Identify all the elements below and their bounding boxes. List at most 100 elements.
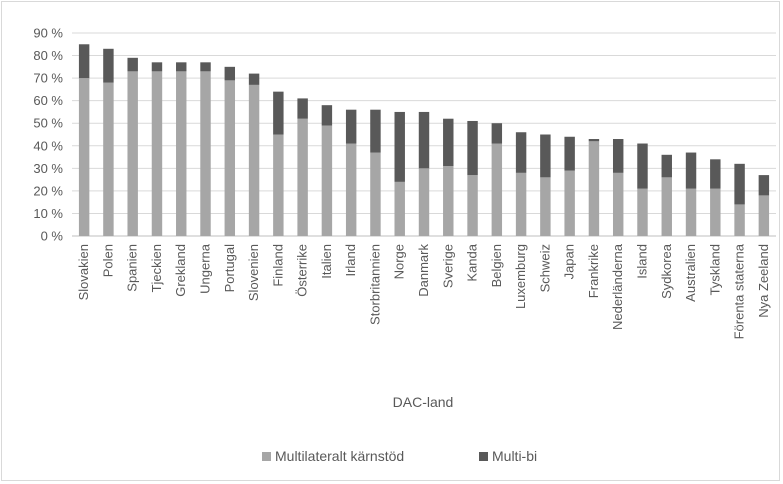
x-tick-label: Storbritannien (367, 244, 382, 325)
x-axis-labels: Slovakien Polen Spanien Tjeckien Grekland Ung… (76, 243, 771, 339)
x-tick-label: Slovakien (76, 244, 91, 300)
bar-segment-multilateralt (248, 84, 260, 236)
y-tick-label: 0 % (41, 229, 64, 244)
bar-segment-multilateralt (564, 170, 575, 236)
bar-segment-multilateralt (758, 195, 770, 236)
bar-segment-multilateralt (734, 204, 745, 236)
bar-segment-multi-bi (588, 139, 600, 142)
bar-segment-multilateralt (78, 78, 90, 236)
bar-segment-multilateralt (273, 134, 284, 236)
x-tick-label: Norge (392, 244, 407, 279)
x-tick-label: Nya Zeeland (756, 244, 771, 318)
y-axis-ticks: 0 % 10 % 20 % 30 % 40 % 50 % 60 % 70 % 80 % 90 % (33, 26, 63, 244)
x-tick-label: Polen (100, 244, 115, 277)
y-tick-label: 70 % (33, 71, 63, 86)
bar-segment-multi-bi (78, 44, 90, 79)
bar-segment-multi-bi (710, 159, 721, 189)
bar-segment-multi-bi (345, 109, 357, 144)
bar-segment-multi-bi (151, 62, 163, 72)
bar-segment-multilateralt (103, 82, 114, 236)
x-tick-label: Luxemburg (513, 244, 528, 309)
bar-segment-multilateralt (710, 188, 721, 236)
bar-segment-multi-bi (661, 154, 672, 178)
bar-segment-multi-bi (758, 175, 770, 196)
bar-segment-multilateralt (637, 188, 648, 236)
bar-segment-multilateralt (467, 175, 478, 236)
bar-segment-multilateralt (685, 188, 697, 236)
x-tick-label: Förenta staterna (732, 243, 747, 339)
y-tick-label: 10 % (33, 206, 63, 221)
bar-segment-multi-bi (297, 98, 308, 119)
legend: Multilateralt kärnstöd Multi-bi (262, 448, 537, 464)
bar-segment-multilateralt (418, 168, 430, 236)
x-tick-label: Tjeckien (149, 244, 164, 292)
bar-segment-multilateralt (297, 118, 308, 236)
bar-segment-multi-bi (200, 62, 211, 72)
bar-segment-multilateralt (540, 177, 551, 236)
bar-segment-multilateralt (394, 181, 405, 236)
bar-segment-multi-bi (224, 66, 236, 81)
bar-segment-multi-bi (127, 57, 138, 72)
x-tick-label: Tyskland (707, 244, 722, 295)
legend-label: Multi-bi (492, 448, 537, 464)
y-tick-label: 80 % (33, 48, 63, 63)
legend-label: Multilateralt kärnstöd (275, 448, 404, 464)
bar-segment-multi-bi (176, 62, 187, 72)
bar-segment-multi-bi (637, 143, 648, 189)
bar-segment-multi-bi (467, 120, 478, 176)
legend-swatch (479, 452, 488, 461)
x-tick-label: Danmark (416, 244, 431, 297)
x-tick-label: Sydkorea (659, 243, 674, 299)
bar-segment-multi-bi (685, 152, 697, 189)
bar-segment-multi-bi (370, 109, 381, 153)
x-tick-label: Portugal (222, 244, 237, 293)
x-tick-label: Italien (319, 244, 334, 279)
x-tick-label: Japan (562, 244, 577, 279)
x-tick-label: Spanien (125, 244, 140, 292)
x-tick-label: Kanda (465, 243, 480, 281)
bar-segment-multilateralt (370, 152, 381, 236)
bar-segment-multi-bi (321, 105, 333, 126)
bar-segment-multilateralt (612, 172, 624, 236)
x-tick-label: Island (634, 244, 649, 279)
x-tick-label: Ungerna (198, 243, 213, 294)
bar-segment-multilateralt (321, 125, 333, 236)
legend-swatch (262, 452, 271, 461)
bar-segment-multi-bi (612, 139, 624, 173)
bar-segment-multilateralt (515, 172, 527, 236)
x-tick-label: Irland (343, 244, 358, 277)
bar-segment-multi-bi (734, 163, 745, 205)
bar-segment-multi-bi (515, 132, 527, 173)
bar-segment-multilateralt (176, 71, 187, 236)
bar-segment-multi-bi (103, 48, 114, 83)
x-tick-label: Slovenien (246, 244, 261, 301)
y-tick-label: 60 % (33, 93, 63, 108)
x-tick-label: Nederländerna (610, 243, 625, 330)
y-tick-label: 40 % (33, 138, 63, 153)
y-tick-label: 90 % (33, 26, 63, 41)
bar-segment-multi-bi (394, 111, 405, 182)
bar-segment-multi-bi (418, 111, 430, 169)
y-tick-label: 50 % (33, 116, 63, 131)
bar-segment-multi-bi (540, 134, 551, 178)
bar-segment-multilateralt (200, 71, 211, 236)
x-tick-label: Grekland (173, 244, 188, 297)
x-tick-label: Australien (683, 244, 698, 302)
bar-segment-multi-bi (564, 136, 575, 171)
y-tick-label: 20 % (33, 183, 63, 198)
bar-segment-multi-bi (248, 73, 260, 85)
bar-segment-multilateralt (224, 80, 236, 236)
x-tick-label: Schweiz (537, 244, 552, 292)
x-tick-label: Frankrike (586, 244, 601, 298)
x-tick-label: Belgien (489, 244, 504, 287)
bars (78, 44, 770, 236)
x-tick-label: Österrike (295, 244, 310, 297)
bar-segment-multilateralt (127, 71, 138, 236)
bar-segment-multi-bi (443, 118, 454, 167)
bar-segment-multilateralt (443, 166, 454, 236)
bar-segment-multilateralt (345, 143, 357, 236)
bar-segment-multilateralt (661, 177, 672, 236)
x-tick-label: Sverige (440, 244, 455, 288)
x-axis-title: DAC-land (393, 394, 454, 410)
